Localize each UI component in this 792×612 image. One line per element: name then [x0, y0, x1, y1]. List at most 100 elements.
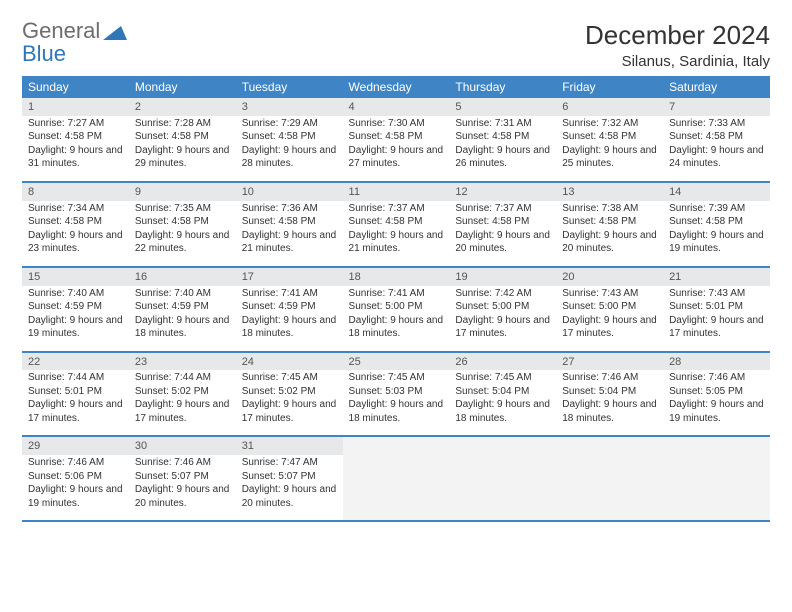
sunrise-line: Sunrise: 7:39 AM — [669, 202, 764, 216]
sunrise-line: Sunrise: 7:30 AM — [349, 117, 444, 131]
day-cell: Sunrise: 7:39 AMSunset: 4:58 PMDaylight:… — [663, 201, 770, 267]
day-number-row: 15161718192021 — [22, 267, 770, 286]
sunset-line: Sunset: 5:00 PM — [562, 300, 657, 314]
day-number-cell: 2 — [129, 98, 236, 116]
day-number-cell: 10 — [236, 182, 343, 201]
sunset-line: Sunset: 5:00 PM — [455, 300, 550, 314]
sunset-line: Sunset: 4:58 PM — [669, 130, 764, 144]
sunrise-line: Sunrise: 7:43 AM — [669, 287, 764, 301]
logo-word-2: Blue — [22, 41, 66, 66]
sunset-line: Sunset: 5:07 PM — [242, 470, 337, 484]
day-cell: Sunrise: 7:43 AMSunset: 5:01 PMDaylight:… — [663, 286, 770, 352]
day-number-row: 891011121314 — [22, 182, 770, 201]
sunset-line: Sunset: 4:58 PM — [242, 130, 337, 144]
day-number-cell: 15 — [22, 267, 129, 286]
daylight-line: Daylight: 9 hours and 19 minutes. — [669, 229, 764, 256]
sunset-line: Sunset: 5:06 PM — [28, 470, 123, 484]
sunrise-line: Sunrise: 7:46 AM — [562, 371, 657, 385]
day-content-row: Sunrise: 7:46 AM Sunset: 5:06 PM Daylight:… — [22, 455, 770, 521]
daylight-line: Daylight: 9 hours and 19 minutes. — [669, 398, 764, 425]
sunrise-line: Sunrise: 7:44 AM — [28, 371, 123, 385]
day-cell: Sunrise: 7:27 AMSunset: 4:58 PMDaylight:… — [22, 116, 129, 182]
daylight-line: Daylight: 9 hours and 24 minutes. — [669, 144, 764, 171]
sunset-line: Sunset: 5:04 PM — [455, 385, 550, 399]
day-cell: Sunrise: 7:45 AMSunset: 5:02 PMDaylight:… — [236, 370, 343, 436]
day-header: Thursday — [449, 76, 556, 98]
sunrise-line: Sunrise: 7:35 AM — [135, 202, 230, 216]
calendar-table: SundayMondayTuesdayWednesdayThursdayFrid… — [22, 76, 770, 522]
day-cell: Sunrise: 7:44 AMSunset: 5:02 PMDaylight:… — [129, 370, 236, 436]
sunrise-line: Sunrise: 7:28 AM — [135, 117, 230, 131]
daylight-line: Daylight: 9 hours and 17 minutes. — [135, 398, 230, 425]
sunset-line: Sunset: 4:58 PM — [562, 130, 657, 144]
day-number-cell: 28 — [663, 352, 770, 371]
day-cell: Sunrise: 7:41 AMSunset: 5:00 PMDaylight:… — [343, 286, 450, 352]
daylight-line: Daylight: 9 hours and 18 minutes. — [455, 398, 550, 425]
day-cell: Sunrise: 7:42 AMSunset: 5:00 PMDaylight:… — [449, 286, 556, 352]
daylight-line: Daylight: 9 hours and 18 minutes. — [349, 398, 444, 425]
daylight-line: Daylight: 9 hours and 20 minutes. — [455, 229, 550, 256]
day-cell: Sunrise: 7:35 AMSunset: 4:58 PMDaylight:… — [129, 201, 236, 267]
sunset-line: Sunset: 4:58 PM — [28, 130, 123, 144]
day-header: Monday — [129, 76, 236, 98]
day-number-cell: 26 — [449, 352, 556, 371]
sunrise-line: Sunrise: 7:38 AM — [562, 202, 657, 216]
sunset-line: Sunset: 4:58 PM — [455, 215, 550, 229]
day-cell — [663, 455, 770, 521]
location: Silanus, Sardinia, Italy — [585, 53, 770, 70]
logo-word-1: General — [22, 18, 100, 43]
day-content-row: Sunrise: 7:34 AMSunset: 4:58 PMDaylight:… — [22, 201, 770, 267]
sunrise-line: Sunrise: 7:27 AM — [28, 117, 123, 131]
day-number-cell: 22 — [22, 352, 129, 371]
logo-triangle-icon — [103, 24, 127, 49]
daylight-line: Daylight: 9 hours and 17 minutes. — [455, 314, 550, 341]
day-number-cell: 14 — [663, 182, 770, 201]
day-number-cell: 30 — [129, 436, 236, 455]
day-cell — [343, 455, 450, 521]
day-number-cell: 25 — [343, 352, 450, 371]
day-number-cell — [449, 436, 556, 455]
sunrise-line: Sunrise: 7:41 AM — [349, 287, 444, 301]
sunrise-line: Sunrise: 7:45 AM — [242, 371, 337, 385]
daylight-line: Daylight: 9 hours and 21 minutes. — [242, 229, 337, 256]
sunset-line: Sunset: 4:58 PM — [349, 130, 444, 144]
daylight-line: Daylight: 9 hours and 18 minutes. — [562, 398, 657, 425]
day-cell: Sunrise: 7:44 AMSunset: 5:01 PMDaylight:… — [22, 370, 129, 436]
day-cell: Sunrise: 7:29 AMSunset: 4:58 PMDaylight:… — [236, 116, 343, 182]
day-number-cell: 3 — [236, 98, 343, 116]
daylight-line: Daylight: 9 hours and 31 minutes. — [28, 144, 123, 171]
day-cell: Sunrise: 7:45 AMSunset: 5:03 PMDaylight:… — [343, 370, 450, 436]
day-cell: Sunrise: 7:32 AMSunset: 4:58 PMDaylight:… — [556, 116, 663, 182]
sunset-line: Sunset: 5:00 PM — [349, 300, 444, 314]
day-number-row: 293031 — [22, 436, 770, 455]
day-cell: Sunrise: 7:41 AMSunset: 4:59 PMDaylight:… — [236, 286, 343, 352]
day-header: Sunday — [22, 76, 129, 98]
day-cell: Sunrise: 7:33 AMSunset: 4:58 PMDaylight:… — [663, 116, 770, 182]
month-title: December 2024 — [585, 20, 770, 51]
sunset-line: Sunset: 4:59 PM — [28, 300, 123, 314]
sunset-line: Sunset: 4:58 PM — [28, 215, 123, 229]
day-cell: Sunrise: 7:40 AMSunset: 4:59 PMDaylight:… — [22, 286, 129, 352]
sunset-line: Sunset: 5:02 PM — [135, 385, 230, 399]
sunset-line: Sunset: 5:02 PM — [242, 385, 337, 399]
day-header: Saturday — [663, 76, 770, 98]
sunset-line: Sunset: 5:07 PM — [135, 470, 230, 484]
day-number-cell: 21 — [663, 267, 770, 286]
day-header: Tuesday — [236, 76, 343, 98]
sunset-line: Sunset: 4:58 PM — [242, 215, 337, 229]
day-cell: Sunrise: 7:46 AMSunset: 5:05 PMDaylight:… — [663, 370, 770, 436]
daylight-line: Daylight: 9 hours and 20 minutes. — [135, 483, 230, 510]
day-number-cell: 31 — [236, 436, 343, 455]
sunrise-line: Sunrise: 7:34 AM — [28, 202, 123, 216]
day-header: Wednesday — [343, 76, 450, 98]
day-number-cell: 23 — [129, 352, 236, 371]
daylight-line: Daylight: 9 hours and 17 minutes. — [242, 398, 337, 425]
sunrise-line: Sunrise: 7:33 AM — [669, 117, 764, 131]
day-cell: Sunrise: 7:30 AMSunset: 4:58 PMDaylight:… — [343, 116, 450, 182]
sunset-line: Sunset: 4:58 PM — [349, 215, 444, 229]
day-cell: Sunrise: 7:46 AMSunset: 5:04 PMDaylight:… — [556, 370, 663, 436]
daylight-line: Daylight: 9 hours and 21 minutes. — [349, 229, 444, 256]
day-number-cell: 29 — [22, 436, 129, 455]
sunrise-line: Sunrise: 7:46 AM — [135, 456, 230, 470]
day-number-cell: 6 — [556, 98, 663, 116]
